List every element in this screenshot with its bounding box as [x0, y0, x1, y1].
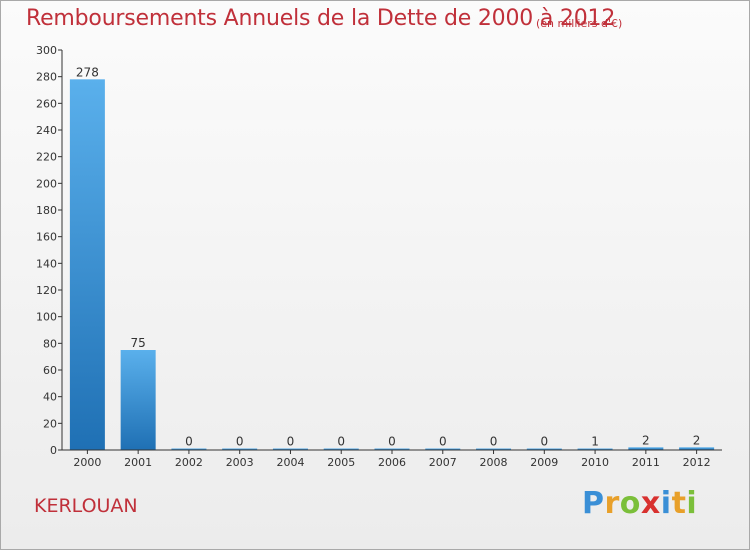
y-tick-label: 100: [36, 311, 57, 324]
logo-letter: i: [660, 486, 672, 521]
commune-name: KERLOUAN: [34, 495, 138, 517]
logo-letter: t: [671, 486, 687, 521]
x-tick-label: 2010: [581, 456, 609, 469]
logo-letter: i: [686, 486, 698, 521]
proxiti-logo[interactable]: Proxiti: [582, 486, 697, 521]
bar-value-label: 278: [76, 65, 99, 79]
y-tick-label: 140: [36, 257, 57, 270]
y-tick-label: 200: [36, 177, 57, 190]
y-tick-label: 220: [36, 151, 57, 164]
chart-unit: (en milliers d'€): [536, 17, 623, 30]
y-tick-label: 280: [36, 71, 57, 84]
y-tick-label: 120: [36, 284, 57, 297]
bar-value-label: 0: [388, 435, 396, 449]
bar-2012[interactable]: [679, 447, 715, 450]
x-tick-label: 2009: [530, 456, 558, 469]
logo-letter: o: [619, 486, 641, 521]
bar-2000[interactable]: [69, 79, 105, 450]
bar-value-label: 75: [131, 336, 146, 350]
x-tick-label: 2003: [226, 456, 254, 469]
logo-letter: P: [582, 486, 605, 521]
y-tick-label: 180: [36, 204, 57, 217]
x-tick-label: 2004: [276, 456, 304, 469]
bar-value-label: 0: [287, 435, 295, 449]
x-tick-label: 2001: [124, 456, 152, 469]
y-tick-label: 300: [36, 44, 57, 57]
y-tick-label: 160: [36, 231, 57, 244]
bar-value-label: 0: [439, 435, 447, 449]
x-tick-label: 2006: [378, 456, 406, 469]
logo-letter: r: [604, 486, 620, 521]
y-tick-label: 0: [50, 444, 57, 457]
bar-value-label: 0: [490, 435, 498, 449]
y-tick-label: 260: [36, 97, 57, 110]
bar-2001[interactable]: [120, 350, 156, 450]
bar-2007[interactable]: [425, 448, 461, 451]
bar-2008[interactable]: [476, 448, 512, 451]
x-tick-label: 2008: [480, 456, 508, 469]
bars: 278 75 0 0 0 0 0 0 0 0 1 2 2: [69, 65, 715, 451]
bar-value-label: 0: [540, 435, 548, 449]
bar-value-label: 0: [337, 435, 345, 449]
bar-value-label: 0: [185, 435, 193, 449]
bar-value-label: 0: [236, 435, 244, 449]
bar-2006[interactable]: [374, 448, 410, 451]
x-tick-label: 2007: [429, 456, 457, 469]
bar-value-label: 1: [591, 435, 599, 449]
y-tick-label: 40: [43, 391, 57, 404]
y-tick-label: 60: [43, 364, 57, 377]
logo-letter: x: [640, 486, 661, 521]
bar-value-label: 2: [693, 433, 701, 447]
bar-2010[interactable]: [577, 448, 613, 451]
bar-2005[interactable]: [323, 448, 359, 451]
chart-title: Remboursements Annuels de la Dette de 20…: [26, 6, 616, 31]
bar-2009[interactable]: [526, 448, 562, 451]
x-tick-label: 2011: [632, 456, 660, 469]
x-tick-label: 2012: [683, 456, 711, 469]
bar-2004[interactable]: [272, 448, 308, 451]
bar-value-label: 2: [642, 433, 650, 447]
x-axis: 2000 2001 2002 2003 2004 2005 2006 2007 2008 2009…: [62, 449, 722, 469]
x-tick-label: 2002: [175, 456, 203, 469]
y-tick-label: 80: [43, 337, 57, 350]
x-tick-label: 2000: [73, 456, 101, 469]
bar-2003[interactable]: [222, 448, 258, 451]
bar-2011[interactable]: [628, 447, 664, 450]
y-tick-label: 20: [43, 417, 57, 430]
y-tick-label: 240: [36, 124, 57, 137]
y-axis: 0 20 40 60 80 100 120 140 160 180 200 220 240 260 280 3…: [36, 44, 63, 457]
bar-2002[interactable]: [171, 448, 207, 451]
x-tick-label: 2005: [327, 456, 355, 469]
